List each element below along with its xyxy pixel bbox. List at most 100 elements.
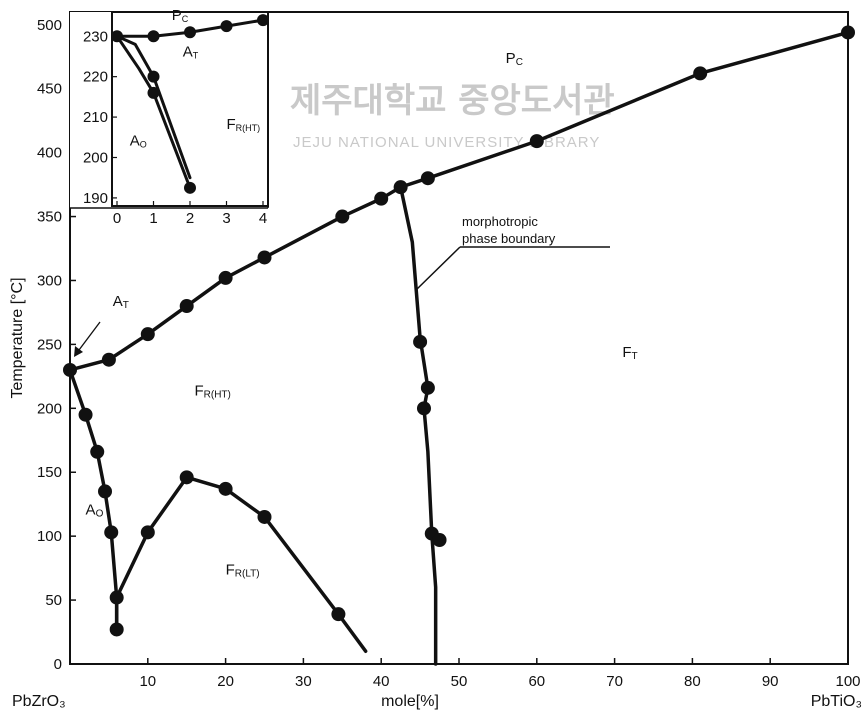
- inset-y-tick-label: 220: [83, 69, 108, 86]
- data-point: [257, 509, 272, 524]
- y-tick-label: 500: [37, 17, 62, 34]
- data-point: [140, 525, 155, 540]
- data-point: [393, 180, 408, 195]
- phase-label-ao: AO: [86, 501, 104, 519]
- data-point: [257, 250, 272, 265]
- x-tick-label: 60: [528, 673, 545, 690]
- data-point: [335, 209, 350, 224]
- inset-x-tick-label: 0: [113, 210, 121, 227]
- data-point: [109, 590, 124, 605]
- data-point: [179, 299, 194, 314]
- data-point: [529, 134, 544, 149]
- data-point: [420, 171, 435, 186]
- inset-data-point: [147, 86, 160, 99]
- inset-chart: 0 1 2 3 4 190 200 210 220 230 PC AT AO FR(HT): [70, 7, 269, 227]
- data-point: [179, 470, 194, 485]
- main-phase-labels: PC FT FR(HT) FR(LT) AO AT: [86, 50, 638, 579]
- x-tick-label: 90: [762, 673, 779, 690]
- inset-phase-labels: PC AT AO FR(HT): [130, 7, 260, 149]
- inset-data-point: [220, 20, 233, 33]
- inset-data-point: [257, 14, 269, 27]
- watermark-korean: 제주대학교 중앙도서관: [290, 81, 615, 121]
- inset-x-tick-label: 3: [222, 210, 230, 227]
- data-point: [331, 607, 346, 622]
- x-left-end-label: PbZrO₃: [12, 693, 66, 710]
- annotation-leader-line: [414, 246, 461, 292]
- data-point: [109, 622, 124, 637]
- x-tick-label: 40: [373, 673, 390, 690]
- phase-label-ft: FT: [622, 344, 637, 362]
- data-point: [693, 66, 708, 81]
- inset-axes-ticks: 0 1 2 3 4 190 200 210 220 230: [83, 28, 267, 227]
- data-point: [98, 484, 113, 499]
- y-tick-label: 250: [37, 336, 62, 353]
- inset-data-markers: [111, 14, 269, 194]
- data-point: [104, 525, 119, 540]
- y-tick-label: 400: [37, 145, 62, 162]
- data-point: [101, 352, 116, 367]
- library-watermark: 제주대학교 중앙도서관 JEJU NATIONAL UNIVERSITY LIB…: [208, 56, 615, 153]
- x-tick-label: 80: [684, 673, 701, 690]
- watermark-english: JEJU NATIONAL UNIVERSITY LIBRARY: [293, 134, 600, 151]
- data-point: [218, 481, 233, 496]
- phase-label-ao: AO: [130, 132, 147, 149]
- morphotropic-boundary-line: [398, 185, 438, 666]
- phase-label-frlt: FR(LT): [226, 562, 260, 580]
- phase-label-at: AT: [113, 293, 129, 311]
- data-point: [413, 334, 428, 349]
- phase-label-frht: FR(HT): [227, 116, 261, 133]
- data-point: [841, 25, 855, 40]
- y-tick-label: 350: [37, 209, 62, 226]
- inset-ao-fr-line: [115, 34, 192, 190]
- morphotropic-annotation: morphotropic phase boundary: [414, 214, 610, 292]
- inset-data-point: [111, 30, 123, 43]
- data-point: [78, 407, 93, 422]
- x-right-end-label: PbTiO₃: [811, 693, 862, 710]
- inset-y-tick-label: 190: [83, 190, 108, 207]
- ao-fr-boundary-line: [68, 368, 119, 632]
- phase-label-pc: PC: [506, 50, 523, 68]
- y-tick-label: 300: [37, 272, 62, 289]
- at-arrow: [74, 321, 101, 357]
- x-tick-label: 100: [835, 673, 860, 690]
- y-tick-label: 0: [54, 656, 62, 673]
- y-axis-label: Temperature [°C]: [9, 277, 26, 398]
- inset-y-tick-label: 230: [83, 28, 108, 45]
- inset-y-tick-label: 210: [83, 109, 108, 126]
- phase-label-pc: PC: [172, 7, 189, 24]
- main-axes-ticks: 10 20 30 40 50 60 70 80 90 1000501001502002503003…: [37, 17, 861, 690]
- x-tick-label: 20: [217, 673, 234, 690]
- fr-ht-lt-boundary-line: [114, 475, 368, 653]
- data-point: [63, 362, 77, 377]
- inset-x-tick-label: 2: [186, 210, 194, 227]
- inset-y-tick-label: 200: [83, 150, 108, 167]
- inset-data-point: [184, 26, 196, 39]
- data-point: [140, 327, 155, 342]
- phase-label-at: AT: [183, 43, 199, 60]
- annotation-line1: morphotropic: [462, 214, 538, 229]
- data-point: [218, 270, 233, 285]
- y-tick-label: 50: [45, 592, 62, 609]
- x-tick-label: 30: [295, 673, 312, 690]
- inset-data-point: [147, 70, 160, 83]
- data-point: [374, 191, 389, 206]
- data-point: [432, 532, 447, 547]
- inset-x-tick-label: 1: [149, 210, 157, 227]
- inset-x-tick-label: 4: [259, 210, 267, 227]
- y-tick-label: 450: [37, 81, 62, 98]
- phase-label-frht: FR(HT): [194, 383, 230, 401]
- y-tick-label: 200: [37, 400, 62, 417]
- annotation-line2: phase boundary: [462, 231, 556, 246]
- inset-data-point: [147, 30, 160, 43]
- x-tick-label: 50: [451, 673, 468, 690]
- data-point: [416, 401, 431, 416]
- inset-ao-at-line: [115, 34, 192, 180]
- data-point: [90, 444, 105, 459]
- inset-data-point: [184, 181, 196, 194]
- main-data-markers: [63, 25, 855, 637]
- data-point: [420, 380, 435, 395]
- y-tick-label: 150: [37, 464, 62, 481]
- x-tick-label: 10: [139, 673, 156, 690]
- x-tick-label: 70: [606, 673, 623, 690]
